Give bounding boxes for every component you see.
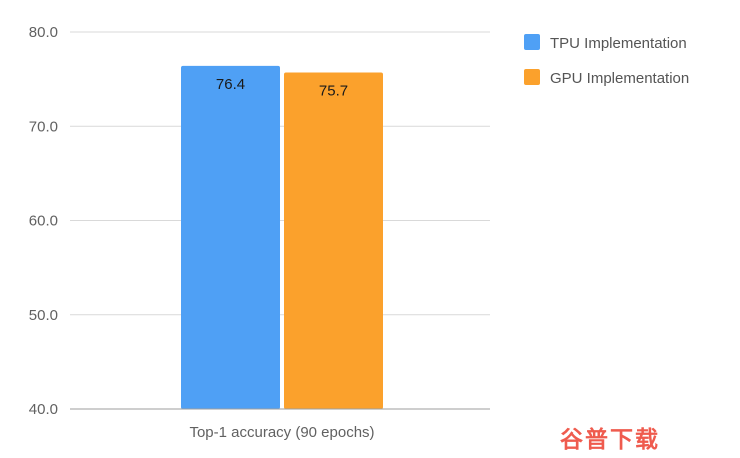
bar-tpu-implementation <box>181 65 280 410</box>
watermark-logo: 谷普下载 <box>560 427 660 453</box>
y-tick-label: 60.0 <box>29 213 58 230</box>
legend-label: GPU Implementation <box>550 70 689 87</box>
data-label: 75.7 <box>319 83 348 100</box>
legend-swatch <box>524 34 540 50</box>
y-tick-label: 40.0 <box>29 401 58 418</box>
bar-gpu-implementation <box>284 72 383 409</box>
data-label: 76.4 <box>216 76 245 93</box>
legend-swatch <box>524 69 540 85</box>
x-tick-label: Top-1 accuracy (90 epochs) <box>189 424 374 441</box>
y-tick-label: 50.0 <box>29 307 58 324</box>
legend-label: TPU Implementation <box>550 35 687 52</box>
y-tick-label: 70.0 <box>29 118 58 135</box>
y-tick-label: 80.0 <box>29 24 58 41</box>
